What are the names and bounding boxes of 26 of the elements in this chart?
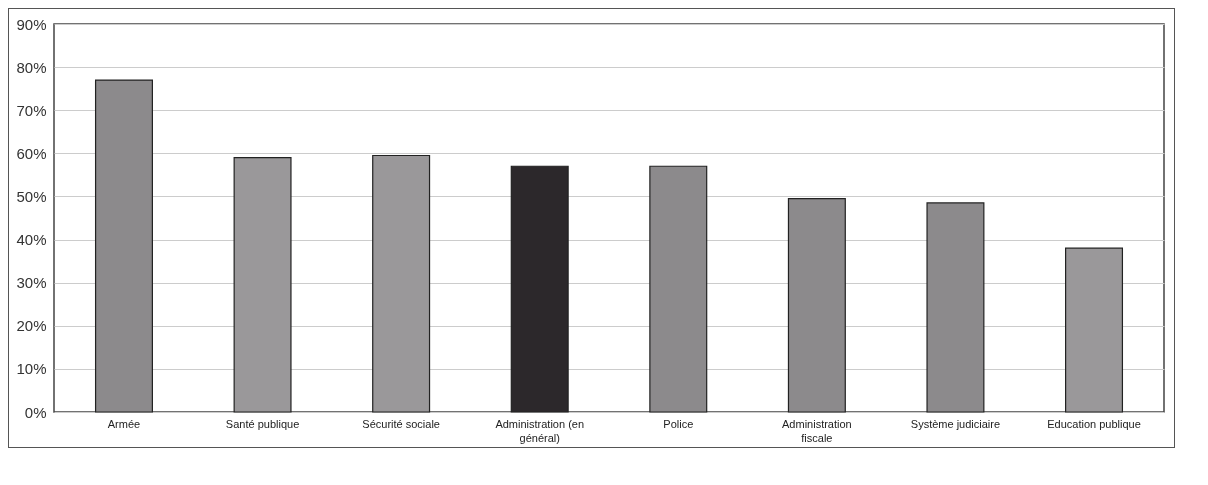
x-tick-label: Armée — [107, 417, 141, 430]
bar — [94, 79, 153, 413]
y-tick-label: 10% — [16, 360, 47, 378]
bar — [372, 154, 431, 413]
x-tick-label: Santé publique — [225, 417, 300, 430]
bar — [926, 202, 985, 413]
x-tick-label: Administration fiscale — [782, 417, 852, 444]
x-tick-label: Système judiciaire — [910, 417, 1001, 430]
y-tick-label: 0% — [24, 403, 47, 421]
x-tick-label: Police — [663, 417, 694, 430]
y-tick-label: 40% — [16, 231, 47, 249]
x-tick-label: Administration (en général) — [495, 417, 585, 444]
y-tick-label: 80% — [16, 58, 47, 76]
y-tick-label: 50% — [16, 187, 47, 205]
bar — [233, 157, 292, 413]
bar — [649, 165, 708, 413]
bar — [787, 198, 846, 413]
y-tick-label: 90% — [16, 15, 47, 33]
y-tick-label: 70% — [16, 101, 47, 119]
y-tick-label: 30% — [16, 274, 47, 292]
bar — [510, 165, 569, 413]
y-tick-label: 20% — [16, 317, 47, 335]
y-tick-label: 60% — [16, 144, 47, 162]
x-tick-label: Sécurité sociale — [362, 417, 440, 430]
x-tick-label: Education publique — [1047, 417, 1141, 430]
bar — [1065, 247, 1124, 413]
